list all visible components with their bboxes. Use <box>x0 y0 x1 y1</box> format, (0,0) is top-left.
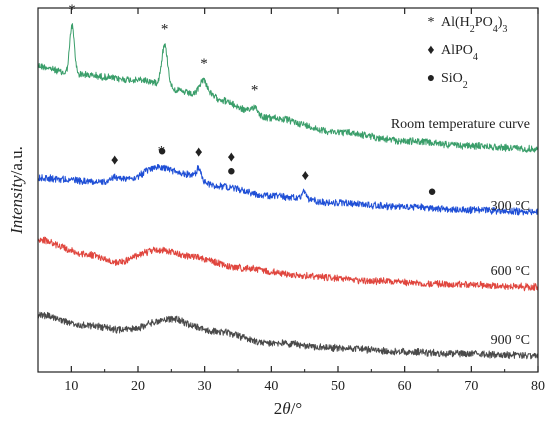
legend-label-part: 4 <box>493 24 498 35</box>
legend-label-part: Al(H <box>441 15 470 30</box>
series-line-1 <box>37 164 539 216</box>
legend-symbol-2: ● <box>427 71 435 86</box>
peak-marker-4: ♦ <box>111 153 119 169</box>
y-axis-title-part: Intensity <box>7 175 26 235</box>
x-tick-label-7: 80 <box>531 379 545 394</box>
series-line-3 <box>37 311 539 360</box>
curves-layer <box>37 23 539 360</box>
peak-marker-9: ♦ <box>228 150 236 166</box>
x-tick-label-2: 30 <box>198 379 212 394</box>
legend-label-2: SiO2 <box>441 71 468 91</box>
x-axis-title-part: 2 <box>274 399 283 418</box>
legend-label-part: 3 <box>502 24 507 35</box>
legend-label-1: AlPO4 <box>441 43 478 63</box>
legend-label-0: Al(H2PO4)3 <box>441 15 507 35</box>
x-ticks: 10 20 30 40 50 60 70 80 <box>37 8 545 394</box>
peak-marker-2: * <box>200 56 208 72</box>
peak-marker-3: * <box>251 83 259 99</box>
series-line-2 <box>37 236 539 292</box>
x-tick-label-4: 50 <box>331 379 345 394</box>
x-axis-title-part: /° <box>291 399 303 418</box>
x-tick-label-1: 20 <box>131 379 145 394</box>
legend-symbol-1: ♦ <box>427 43 434 58</box>
x-tick-label-0: 10 <box>64 379 78 394</box>
curve-label-3: 900 °C <box>491 333 530 348</box>
legend-label-part: SiO <box>441 71 463 86</box>
legend-label-part: ) <box>498 15 503 30</box>
curve-label-2: 600 °C <box>491 264 530 279</box>
x-axis-title-part: θ <box>282 399 290 418</box>
legend-label-part: PO <box>475 15 493 30</box>
peak-marker-1: * <box>161 22 169 38</box>
legend: * Al(H2PO4)3♦ AlPO4● SiO2 <box>427 15 508 91</box>
curve-label-0: Room temperature curve <box>391 117 530 132</box>
x-tick-label-5: 60 <box>398 379 412 394</box>
legend-label-part: 2 <box>470 24 475 35</box>
peak-marker-11: ● <box>427 184 436 200</box>
axis-titles: 2θ/° Intensity/a.u. <box>7 146 302 418</box>
plot-frame <box>37 7 539 373</box>
peak-marker-5: * <box>158 143 166 159</box>
series-line-0 <box>37 23 539 153</box>
plot-border <box>37 7 539 373</box>
peak-marker-8: ● <box>227 164 236 180</box>
peak-marker-10: ♦ <box>302 168 310 184</box>
curve-label-1: 300 °C <box>491 199 530 214</box>
peak-marker-6: ● <box>157 143 166 159</box>
curve-labels: Room temperature curve 300 °C 600 °C 900 °C <box>391 117 530 348</box>
legend-label-part: 4 <box>473 52 478 63</box>
peak-markers: ****♦*● ♦●♦♦● <box>68 2 436 200</box>
legend-symbol-0: * <box>428 15 435 30</box>
x-tick-label-6: 70 <box>464 379 478 394</box>
x-axis-title: 2θ/° <box>274 399 302 418</box>
x-tick-label-3: 40 <box>264 379 278 394</box>
legend-label-part: 2 <box>463 80 468 91</box>
legend-label-part: AlPO <box>441 43 473 58</box>
y-axis-title: Intensity/a.u. <box>7 146 26 235</box>
peak-marker-0: * <box>68 2 76 18</box>
peak-marker-7: ♦ <box>195 145 203 161</box>
y-axis-title-part: /a.u. <box>7 146 26 175</box>
